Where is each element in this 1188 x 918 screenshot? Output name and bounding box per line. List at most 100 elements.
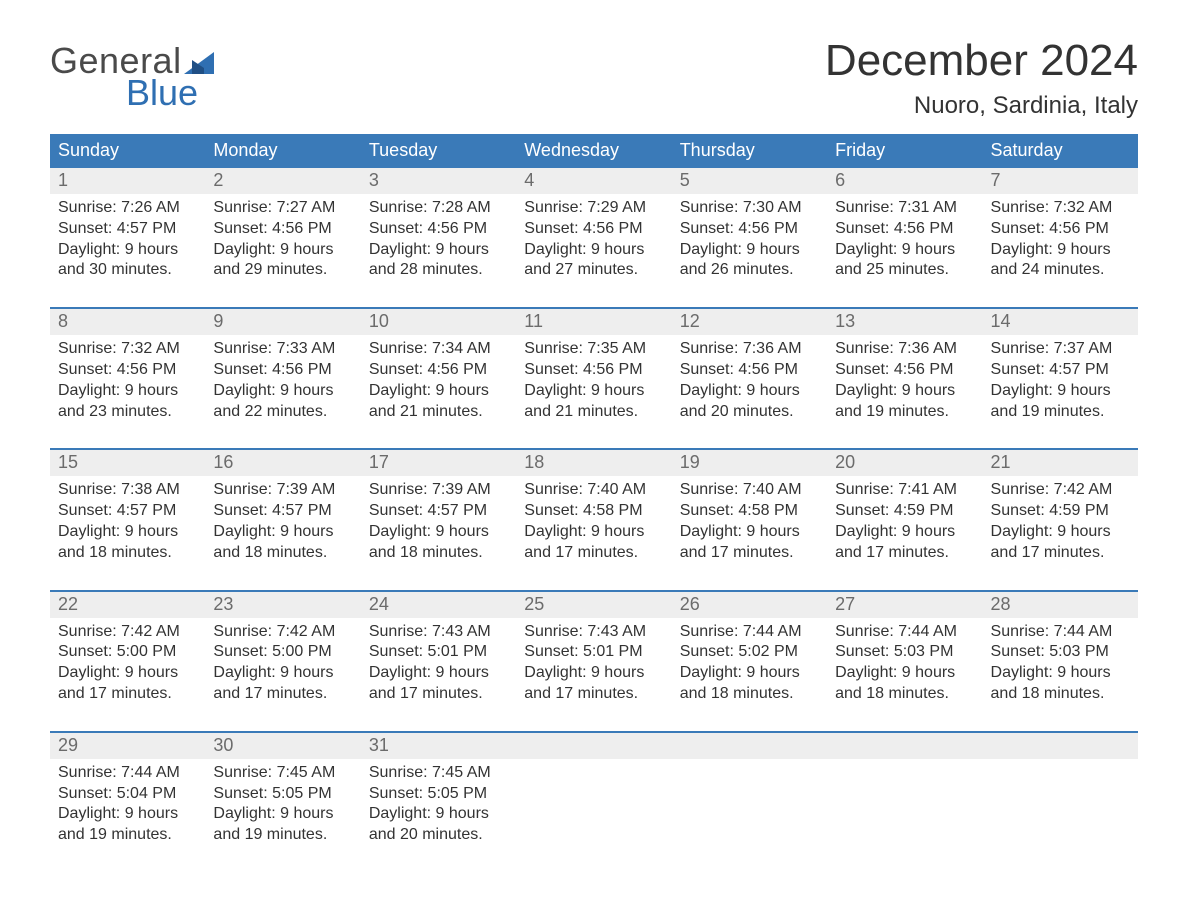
daylight-line-2: and 17 minutes. xyxy=(58,684,197,705)
day-cell: Sunrise: 7:44 AMSunset: 5:04 PMDaylight:… xyxy=(50,759,205,856)
daylight-line-2: and 28 minutes. xyxy=(369,260,508,281)
logo: General Blue xyxy=(50,40,214,114)
day-number: 29 xyxy=(50,733,205,759)
sunset-line: Sunset: 5:01 PM xyxy=(369,642,508,663)
daylight-line-1: Daylight: 9 hours xyxy=(58,663,197,684)
day-number: 15 xyxy=(50,450,205,476)
day-cell: Sunrise: 7:36 AMSunset: 4:56 PMDaylight:… xyxy=(827,335,982,432)
daylight-line-2: and 20 minutes. xyxy=(680,402,819,423)
daylight-line-1: Daylight: 9 hours xyxy=(524,240,663,261)
sunrise-line: Sunrise: 7:37 AM xyxy=(991,339,1130,360)
daylight-line-1: Daylight: 9 hours xyxy=(58,381,197,402)
daylight-line-1: Daylight: 9 hours xyxy=(991,240,1130,261)
sunset-line: Sunset: 4:57 PM xyxy=(58,501,197,522)
week: 293031 Sunrise: 7:44 AMSunset: 5:04 PMDa… xyxy=(50,731,1138,856)
weeks-container: 1234567Sunrise: 7:26 AMSunset: 4:57 PMDa… xyxy=(50,168,1138,856)
day-details: Sunrise: 7:43 AMSunset: 5:01 PMDaylight:… xyxy=(524,622,663,705)
day-details: Sunrise: 7:44 AMSunset: 5:02 PMDaylight:… xyxy=(680,622,819,705)
dow-cell: Sunday xyxy=(50,134,205,168)
day-details: Sunrise: 7:29 AMSunset: 4:56 PMDaylight:… xyxy=(524,198,663,281)
daylight-line-2: and 18 minutes. xyxy=(213,543,352,564)
week: 22232425262728Sunrise: 7:42 AMSunset: 5:… xyxy=(50,590,1138,715)
daynum-band: 293031 xyxy=(50,733,1138,759)
header-row: General Blue December 2024 Nuoro, Sardin… xyxy=(50,36,1138,120)
daylight-line-2: and 17 minutes. xyxy=(835,543,974,564)
daylight-line-2: and 19 minutes. xyxy=(835,402,974,423)
day-details: Sunrise: 7:44 AMSunset: 5:04 PMDaylight:… xyxy=(58,763,197,846)
day-cell: Sunrise: 7:26 AMSunset: 4:57 PMDaylight:… xyxy=(50,194,205,291)
day-details: Sunrise: 7:34 AMSunset: 4:56 PMDaylight:… xyxy=(369,339,508,422)
daylight-line-1: Daylight: 9 hours xyxy=(991,522,1130,543)
day-number: 7 xyxy=(983,168,1138,194)
title-block: December 2024 Nuoro, Sardinia, Italy xyxy=(825,36,1138,120)
daylight-line-2: and 19 minutes. xyxy=(991,402,1130,423)
day-details: Sunrise: 7:41 AMSunset: 4:59 PMDaylight:… xyxy=(835,480,974,563)
daylight-line-1: Daylight: 9 hours xyxy=(369,240,508,261)
daylight-line-2: and 21 minutes. xyxy=(369,402,508,423)
day-cell: Sunrise: 7:44 AMSunset: 5:03 PMDaylight:… xyxy=(827,618,982,715)
day-cell: Sunrise: 7:39 AMSunset: 4:57 PMDaylight:… xyxy=(205,476,360,573)
daylight-line-1: Daylight: 9 hours xyxy=(369,804,508,825)
month-title: December 2024 xyxy=(825,36,1138,86)
daylight-line-2: and 17 minutes. xyxy=(991,543,1130,564)
day-cell: Sunrise: 7:33 AMSunset: 4:56 PMDaylight:… xyxy=(205,335,360,432)
sunset-line: Sunset: 4:56 PM xyxy=(213,360,352,381)
daylight-line-1: Daylight: 9 hours xyxy=(991,381,1130,402)
sunrise-line: Sunrise: 7:33 AM xyxy=(213,339,352,360)
day-number: 11 xyxy=(516,309,671,335)
day-cell: Sunrise: 7:40 AMSunset: 4:58 PMDaylight:… xyxy=(672,476,827,573)
daylight-line-1: Daylight: 9 hours xyxy=(524,663,663,684)
daylight-line-2: and 27 minutes. xyxy=(524,260,663,281)
day-number: 1 xyxy=(50,168,205,194)
day-details: Sunrise: 7:26 AMSunset: 4:57 PMDaylight:… xyxy=(58,198,197,281)
sunrise-line: Sunrise: 7:45 AM xyxy=(213,763,352,784)
day-cell: Sunrise: 7:44 AMSunset: 5:03 PMDaylight:… xyxy=(983,618,1138,715)
daylight-line-1: Daylight: 9 hours xyxy=(680,522,819,543)
daylight-line-2: and 17 minutes. xyxy=(524,684,663,705)
dow-cell: Wednesday xyxy=(516,134,671,168)
day-number: 9 xyxy=(205,309,360,335)
day-cell: Sunrise: 7:27 AMSunset: 4:56 PMDaylight:… xyxy=(205,194,360,291)
day-cell: Sunrise: 7:36 AMSunset: 4:56 PMDaylight:… xyxy=(672,335,827,432)
day-details: Sunrise: 7:40 AMSunset: 4:58 PMDaylight:… xyxy=(524,480,663,563)
day-details: Sunrise: 7:39 AMSunset: 4:57 PMDaylight:… xyxy=(213,480,352,563)
sunset-line: Sunset: 5:00 PM xyxy=(58,642,197,663)
daylight-line-2: and 18 minutes. xyxy=(835,684,974,705)
sunset-line: Sunset: 5:05 PM xyxy=(213,784,352,805)
sunrise-line: Sunrise: 7:42 AM xyxy=(991,480,1130,501)
daylight-line-2: and 18 minutes. xyxy=(680,684,819,705)
day-details: Sunrise: 7:44 AMSunset: 5:03 PMDaylight:… xyxy=(991,622,1130,705)
daylight-line-2: and 17 minutes. xyxy=(369,684,508,705)
sunrise-line: Sunrise: 7:40 AM xyxy=(680,480,819,501)
day-details: Sunrise: 7:36 AMSunset: 4:56 PMDaylight:… xyxy=(835,339,974,422)
sunrise-line: Sunrise: 7:39 AM xyxy=(213,480,352,501)
day-cell: Sunrise: 7:39 AMSunset: 4:57 PMDaylight:… xyxy=(361,476,516,573)
daylight-line-1: Daylight: 9 hours xyxy=(991,663,1130,684)
daylight-line-1: Daylight: 9 hours xyxy=(369,522,508,543)
day-number: 10 xyxy=(361,309,516,335)
sunrise-line: Sunrise: 7:30 AM xyxy=(680,198,819,219)
day-details: Sunrise: 7:45 AMSunset: 5:05 PMDaylight:… xyxy=(213,763,352,846)
sunset-line: Sunset: 4:56 PM xyxy=(835,219,974,240)
daylight-line-1: Daylight: 9 hours xyxy=(680,663,819,684)
sunrise-line: Sunrise: 7:32 AM xyxy=(58,339,197,360)
details-row: Sunrise: 7:32 AM Sunset: 4:56 PM Daylight:… xyxy=(50,335,1138,432)
day-cell: Sunrise: 7:30 AMSunset: 4:56 PMDaylight:… xyxy=(672,194,827,291)
day-details: Sunrise: 7:28 AMSunset: 4:56 PMDaylight:… xyxy=(369,198,508,281)
day-cell xyxy=(983,759,1138,856)
day-number: 22 xyxy=(50,592,205,618)
sunrise-line: Sunrise: 7:40 AM xyxy=(524,480,663,501)
day-cell: Sunrise: 7:31 AMSunset: 4:56 PMDaylight:… xyxy=(827,194,982,291)
day-details: Sunrise: 7:33 AMSunset: 4:56 PMDaylight:… xyxy=(213,339,352,422)
day-cell: Sunrise: 7:42 AMSunset: 5:00 PMDaylight:… xyxy=(205,618,360,715)
sunrise-line: Sunrise: 7:41 AM xyxy=(835,480,974,501)
dow-cell: Monday xyxy=(205,134,360,168)
week: 1234567Sunrise: 7:26 AMSunset: 4:57 PMDa… xyxy=(50,168,1138,291)
sunrise-line: Sunrise: 7:44 AM xyxy=(58,763,197,784)
day-details: Sunrise: 7:32 AMSunset: 4:56 PMDaylight:… xyxy=(991,198,1130,281)
sunset-line: Sunset: 5:02 PM xyxy=(680,642,819,663)
day-details: Sunrise: 7:30 AMSunset: 4:56 PMDaylight:… xyxy=(680,198,819,281)
sunrise-line: Sunrise: 7:43 AM xyxy=(369,622,508,643)
day-number: 17 xyxy=(361,450,516,476)
week: 891011121314Sunrise: 7:32 AMSunset: 4:56… xyxy=(50,307,1138,432)
